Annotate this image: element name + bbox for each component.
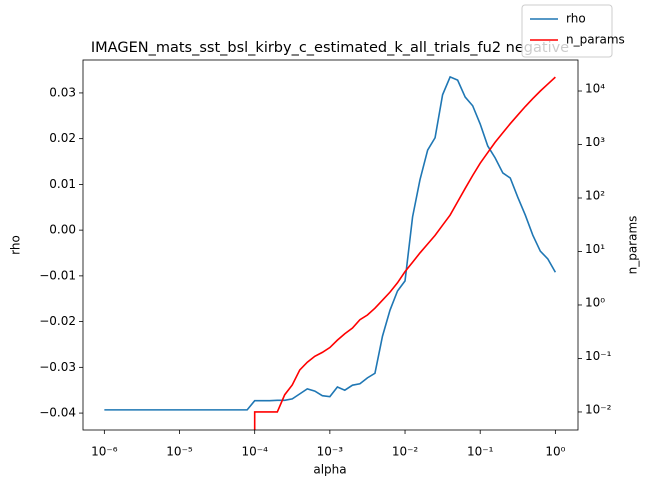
y2-tick-label: 10³ <box>585 135 605 149</box>
y-axis-label: rho <box>9 235 23 255</box>
y2-tick-label: 10² <box>585 188 605 202</box>
legend-label: rho <box>566 12 586 26</box>
y2-axis-label: n_params <box>626 216 640 275</box>
y-tick-label: −0.02 <box>39 314 76 328</box>
x-axis-label: alpha <box>313 463 346 477</box>
legend-box <box>521 4 613 58</box>
y2-tick-label: 10⁻¹ <box>585 349 612 363</box>
y2-tick-label: 10¹ <box>585 242 605 256</box>
series-line <box>104 75 557 411</box>
y2-tick-label: 10⁰ <box>585 295 605 309</box>
x-tick-label: 10⁻¹ <box>467 445 494 459</box>
y2-tick-label: 10⁻² <box>585 402 612 416</box>
x-tick-label: 10⁻⁶ <box>91 445 118 459</box>
y-tick-label: 0.03 <box>49 85 76 99</box>
plot-area <box>104 75 557 430</box>
series-line <box>253 76 556 430</box>
y-tick-label: 0.01 <box>49 177 76 191</box>
y-tick-label: −0.01 <box>39 268 76 282</box>
legend-label: n_params <box>566 33 625 47</box>
axes-frame <box>82 59 579 431</box>
y-tick-label: 0.00 <box>49 223 76 237</box>
y-tick-label: −0.04 <box>39 406 76 420</box>
y-tick-label: 0.02 <box>49 131 76 145</box>
chart-title: IMAGEN_mats_sst_bsl_kirby_c_estimated_k_… <box>91 40 569 56</box>
x-tick-label: 10⁻³ <box>317 445 344 459</box>
x-tick-label: 10⁻² <box>392 445 419 459</box>
x-tick-label: 10⁰ <box>545 445 565 459</box>
y2-tick-label: 10⁴ <box>585 82 605 96</box>
y-tick-label: −0.03 <box>39 360 76 374</box>
x-tick-label: 10⁻⁴ <box>241 445 268 459</box>
x-tick-label: 10⁻⁵ <box>166 445 193 459</box>
